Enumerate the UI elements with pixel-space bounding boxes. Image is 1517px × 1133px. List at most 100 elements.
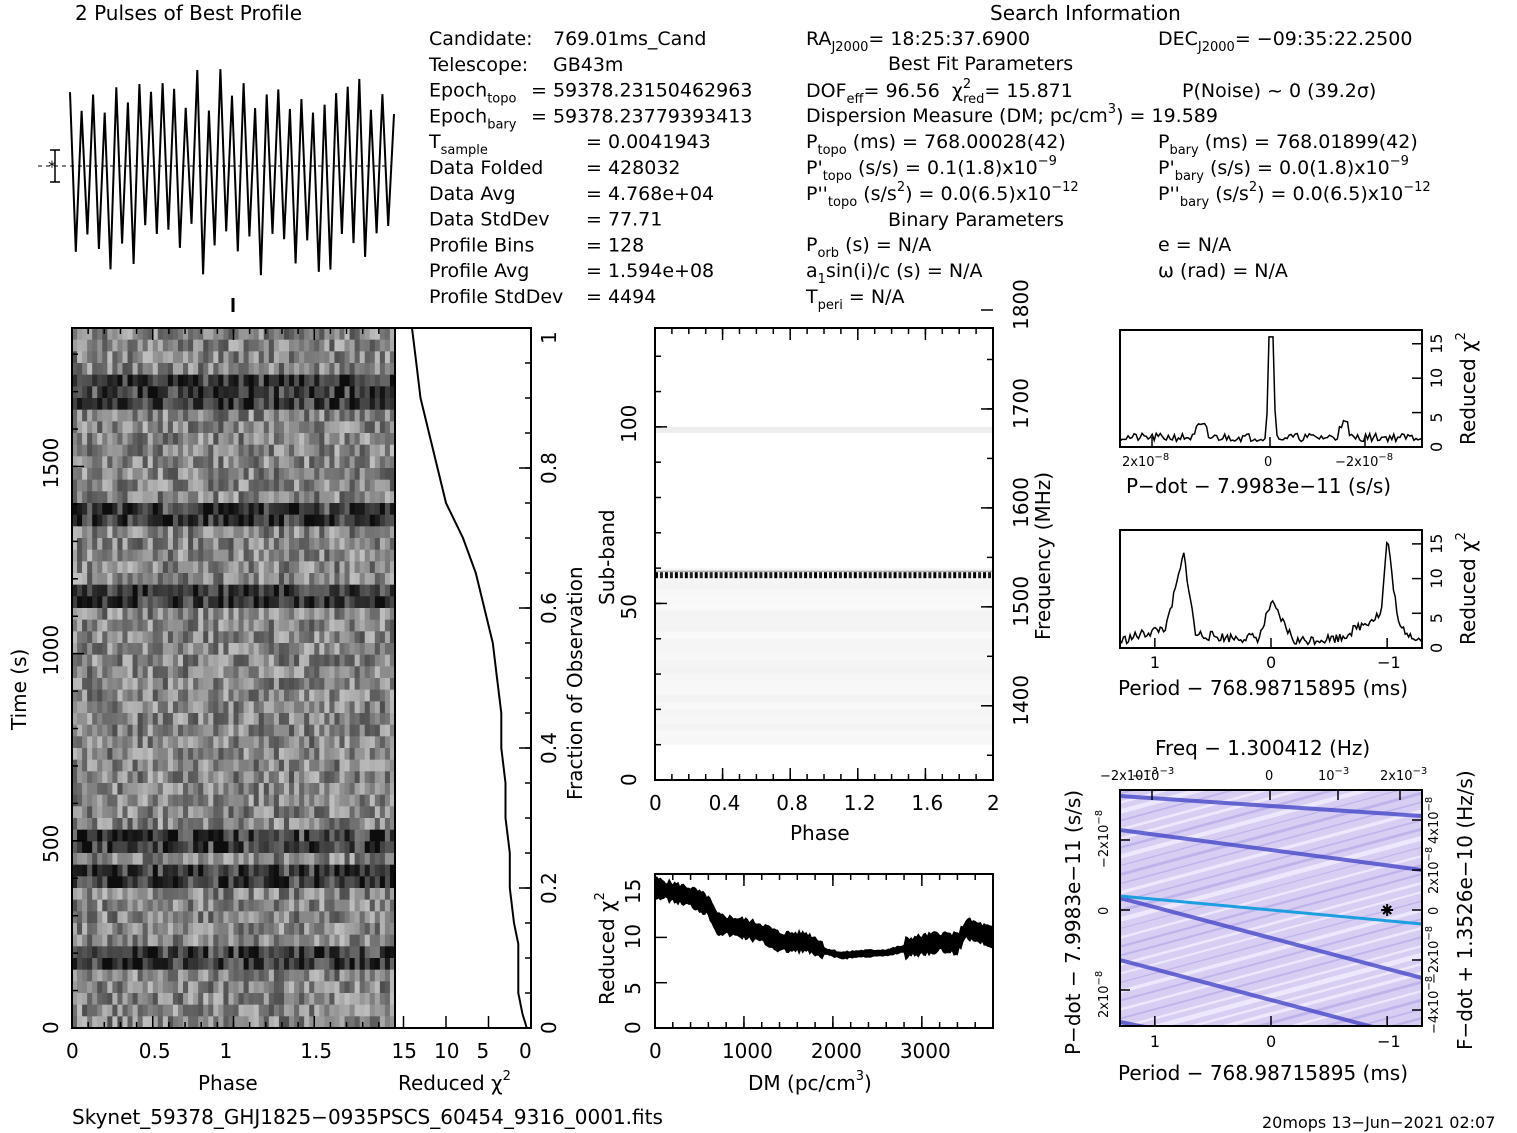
time-phase-cell bbox=[193, 444, 199, 457]
time-phase-cell bbox=[319, 398, 325, 411]
time-phase-cell bbox=[127, 958, 134, 971]
time-phase-cell bbox=[268, 841, 275, 854]
time-phase-cell bbox=[102, 759, 108, 772]
time-phase-cell bbox=[87, 631, 93, 644]
time-phase-cell bbox=[218, 654, 225, 667]
time-phase-cell bbox=[102, 374, 108, 387]
time-phase-cell bbox=[339, 678, 346, 691]
time-phase-cell bbox=[309, 806, 315, 819]
time-phase-cell bbox=[344, 456, 351, 469]
time-phase-cell bbox=[309, 1016, 315, 1028]
time-phase-cell bbox=[278, 468, 285, 481]
time-phase-cell bbox=[278, 409, 285, 422]
time-phase-cell bbox=[278, 876, 285, 889]
time-phase-cell bbox=[97, 934, 103, 947]
time-phase-cell bbox=[218, 934, 225, 947]
time-phase-cell bbox=[193, 701, 199, 714]
time-phase-cell bbox=[157, 1016, 164, 1028]
time-phase-cell bbox=[102, 934, 108, 947]
time-phase-cell bbox=[162, 958, 169, 971]
time-phase-cell bbox=[167, 374, 174, 387]
time-phase-cell bbox=[213, 748, 219, 761]
pp-stripe bbox=[1320, 998, 1422, 1026]
time-phase-cell bbox=[142, 794, 149, 807]
time-phase-cell bbox=[188, 911, 194, 924]
time-phase-cell bbox=[183, 328, 189, 341]
time-phase-cell bbox=[278, 853, 285, 866]
time-phase-cell bbox=[87, 573, 93, 586]
time-phase-cell bbox=[364, 374, 371, 387]
time-phase-cell bbox=[167, 666, 174, 679]
time-phase-cell bbox=[389, 736, 395, 749]
time-phase-cell bbox=[137, 654, 144, 667]
time-phase-cell bbox=[364, 608, 371, 621]
time-phase-cell bbox=[218, 958, 225, 971]
time-phase-cell bbox=[248, 993, 255, 1006]
time-phase-cell bbox=[314, 398, 320, 411]
time-phase-cell bbox=[87, 888, 93, 901]
time-phase-cell bbox=[167, 818, 174, 831]
time-phase-cell bbox=[384, 526, 391, 539]
time-phase-cell bbox=[177, 1004, 184, 1017]
time-phase-cell bbox=[203, 561, 209, 574]
time-phase-cell bbox=[258, 363, 265, 376]
time-phase-cell bbox=[258, 981, 265, 994]
time-phase-cell bbox=[344, 1016, 351, 1028]
time-phase-cell bbox=[223, 421, 230, 434]
time-phase-cell bbox=[223, 1016, 230, 1028]
time-phase-cell bbox=[137, 468, 144, 481]
time-phase-cell bbox=[258, 899, 265, 912]
time-phase-cell bbox=[238, 421, 245, 434]
time-phase-cell bbox=[213, 934, 219, 947]
time-phase-cell bbox=[102, 549, 108, 562]
time-phase-cell bbox=[72, 876, 78, 889]
subband-row bbox=[655, 674, 993, 681]
time-phase-cell bbox=[304, 748, 310, 761]
time-phase-cell bbox=[87, 538, 93, 551]
time-phase-cell bbox=[233, 654, 240, 667]
time-phase-cell bbox=[122, 794, 129, 807]
time-phase-cell bbox=[203, 538, 209, 551]
time-phase-cell bbox=[314, 608, 320, 621]
time-phase-cell bbox=[82, 934, 88, 947]
time-phase-cell bbox=[193, 526, 199, 539]
time-phase-cell bbox=[268, 736, 275, 749]
time-phase-cell bbox=[112, 631, 119, 644]
time-phase-cell bbox=[97, 596, 103, 609]
time-phase-cell bbox=[243, 678, 250, 691]
time-phase-cell bbox=[172, 818, 179, 831]
pp-best-ridge bbox=[1120, 894, 1422, 926]
time-phase-cell bbox=[77, 864, 83, 877]
frequency-ytick: 1700 bbox=[1009, 378, 1033, 429]
time-phase-cell bbox=[183, 899, 189, 912]
time-phase-cell bbox=[354, 958, 361, 971]
time-phase-cell bbox=[253, 421, 260, 434]
time-phase-cell bbox=[218, 1004, 225, 1017]
time-phase-cell bbox=[82, 911, 88, 924]
time-phase-cell bbox=[304, 619, 310, 632]
pp-right-ytick: 0 bbox=[1427, 907, 1442, 915]
time-phase-cell bbox=[304, 631, 310, 644]
time-phase-cell bbox=[304, 374, 310, 387]
time-phase-cell bbox=[374, 736, 381, 749]
time-phase-cell bbox=[228, 829, 235, 842]
time-phase-cell bbox=[122, 468, 129, 481]
time-phase-cell bbox=[319, 864, 325, 877]
time-phase-cell bbox=[334, 468, 341, 481]
time-phase-cell bbox=[82, 678, 88, 691]
time-phase-cell bbox=[102, 584, 108, 597]
time-phase-cell bbox=[142, 946, 149, 959]
time-phase-cell bbox=[339, 759, 346, 772]
time-phase-cell bbox=[349, 969, 356, 982]
time-phase-cell bbox=[82, 993, 88, 1006]
time-phase-cell bbox=[314, 818, 320, 831]
time-phase-cell bbox=[309, 608, 315, 621]
time-phase-cell bbox=[268, 888, 275, 901]
time-phase-cell bbox=[117, 876, 124, 889]
subband-row bbox=[655, 617, 993, 625]
pp-stripe bbox=[1120, 846, 1422, 930]
time-phase-cell bbox=[304, 806, 310, 819]
time-phase-cell bbox=[193, 328, 199, 341]
time-phase-cell bbox=[283, 958, 290, 971]
time-phase-cell bbox=[233, 958, 240, 971]
